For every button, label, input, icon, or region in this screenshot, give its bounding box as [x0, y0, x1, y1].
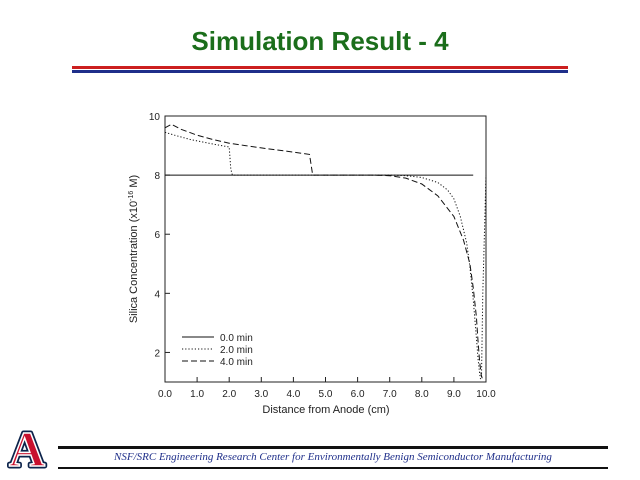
x-axis-ticks: 0.0 1.0 2.0 3.0 4.0 5.0 6.0 7.0 8.0 9.0 10.0 — [158, 377, 496, 400]
x-tick-label: 0.0 — [158, 389, 172, 400]
y-axis-label: Silica Concentration (x10-16 M) — [128, 175, 140, 323]
y-axis-ticks: 2 4 6 8 10 — [149, 112, 170, 359]
legend-label-1: 2.0 min — [220, 345, 253, 356]
x-tick-label: 9.0 — [447, 389, 461, 400]
footer-text: NSF/SRC Engineering Research Center for … — [114, 451, 552, 463]
x-tick-label: 7.0 — [383, 389, 397, 400]
title-rule-red — [72, 66, 568, 69]
x-tick-label: 2.0 — [222, 389, 236, 400]
series-line-2 — [164, 123, 484, 381]
plot-frame — [164, 115, 487, 383]
y-axis-label-exp: -16 — [128, 191, 135, 201]
series-lines — [164, 123, 487, 381]
x-tick-label: 6.0 — [351, 389, 365, 400]
y-tick-label: 2 — [154, 348, 160, 359]
y-axis-label-unit: M) — [128, 175, 140, 191]
series-line-1 — [164, 131, 487, 380]
footer-rule-top — [58, 446, 608, 449]
university-logo: A A — [6, 424, 47, 470]
x-axis-label: Distance from Anode (cm) — [262, 404, 389, 416]
title-rule-blue — [72, 70, 568, 73]
x-tick-label: 4.0 — [286, 389, 300, 400]
legend-label-2: 4.0 min — [220, 357, 253, 368]
logo-letter-outline: A — [9, 424, 45, 470]
x-tick-label: 3.0 — [254, 389, 268, 400]
legend-label-0: 0.0 min — [220, 333, 253, 344]
y-tick-label: 4 — [154, 289, 160, 300]
slide-title: Simulation Result - 4 — [191, 26, 449, 56]
footer-rule-bottom — [58, 467, 608, 469]
y-tick-label: 6 — [154, 230, 160, 241]
y-tick-label: 8 — [154, 171, 160, 182]
y-tick-label: 10 — [149, 112, 161, 123]
x-tick-label: 1.0 — [190, 389, 204, 400]
x-tick-label: 10.0 — [476, 389, 496, 400]
y-axis-label-main: Silica Concentration (x10 — [128, 201, 140, 323]
logo-letter: A — [9, 424, 45, 470]
x-tick-label: 5.0 — [319, 389, 333, 400]
x-tick-label: 8.0 — [415, 389, 429, 400]
